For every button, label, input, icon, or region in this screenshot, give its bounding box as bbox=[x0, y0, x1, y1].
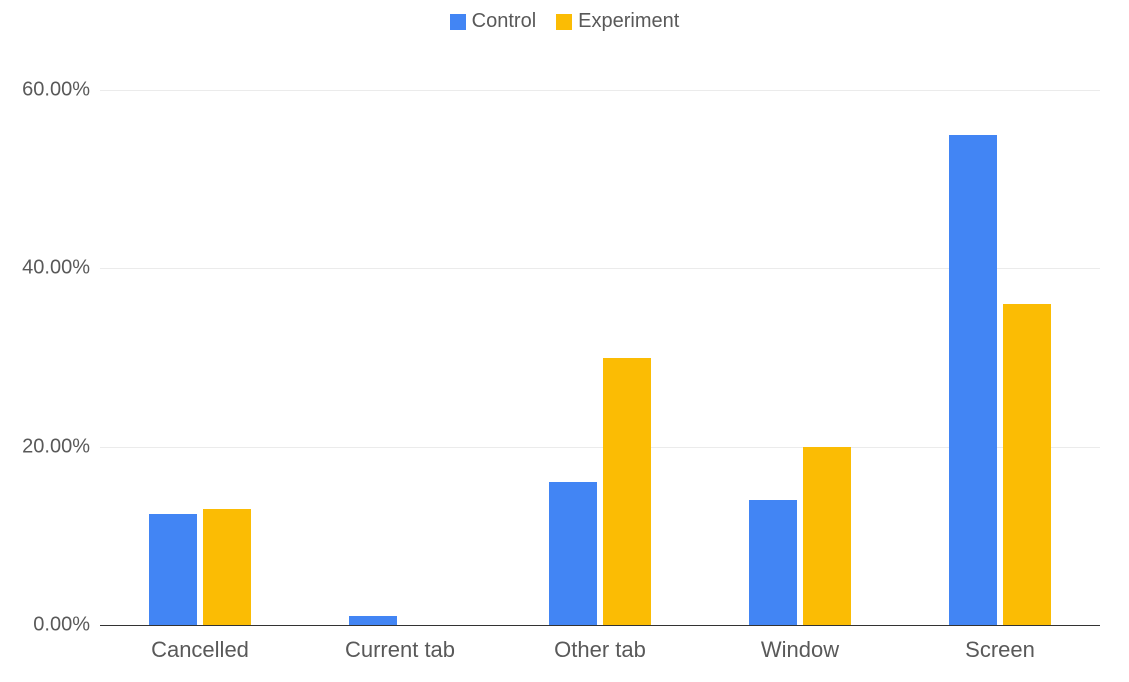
x-tick-label: Current tab bbox=[345, 637, 455, 663]
bar bbox=[549, 482, 597, 625]
bar bbox=[1003, 304, 1051, 625]
legend: Control Experiment bbox=[0, 10, 1129, 36]
gridline bbox=[100, 90, 1100, 91]
y-tick-label: 20.00% bbox=[10, 435, 90, 458]
y-tick-label: 0.00% bbox=[10, 614, 90, 637]
bar bbox=[949, 135, 997, 625]
y-tick-label: 40.00% bbox=[10, 257, 90, 280]
legend-label: Control bbox=[472, 10, 536, 33]
plot-area bbox=[100, 90, 1100, 626]
bar bbox=[203, 509, 251, 625]
bar bbox=[803, 447, 851, 625]
legend-swatch bbox=[556, 14, 572, 30]
y-tick-label: 60.00% bbox=[10, 79, 90, 102]
legend-item: Experiment bbox=[556, 10, 679, 33]
x-tick-label: Other tab bbox=[554, 637, 646, 663]
bar bbox=[149, 514, 197, 625]
legend-item: Control bbox=[450, 10, 536, 33]
legend-label: Experiment bbox=[578, 10, 679, 33]
chart-container: Control Experiment Cancelled Current tab Ot… bbox=[0, 0, 1129, 682]
bar bbox=[603, 358, 651, 626]
x-tick-label: Screen bbox=[965, 637, 1035, 663]
bar bbox=[749, 500, 797, 625]
legend-swatch bbox=[450, 14, 466, 30]
bar bbox=[349, 616, 397, 625]
x-tick-label: Cancelled bbox=[151, 637, 249, 663]
x-tick-label: Window bbox=[761, 637, 839, 663]
